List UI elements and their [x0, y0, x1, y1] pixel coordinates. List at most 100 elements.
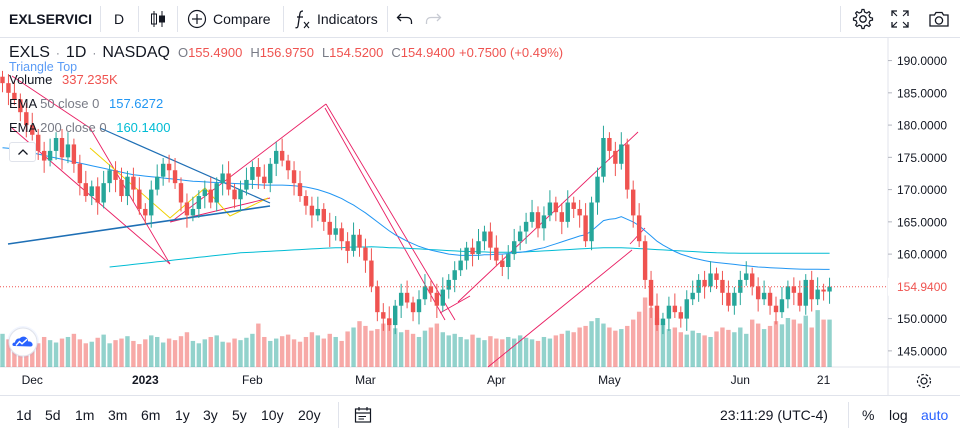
- volume-bar: [815, 310, 820, 367]
- volume-bar: [387, 318, 392, 367]
- toolbar-divider: [840, 6, 841, 32]
- candle-body: [761, 292, 767, 300]
- fullscreen-button[interactable]: [890, 0, 910, 38]
- range-10y[interactable]: 10y: [261, 407, 284, 423]
- volume-bar: [36, 343, 41, 367]
- range-20y[interactable]: 20y: [298, 407, 321, 423]
- volume-bar: [577, 327, 582, 367]
- volume-bar: [672, 327, 678, 367]
- volume-bar: [59, 338, 65, 367]
- volume-bar: [381, 323, 386, 367]
- candle-body: [827, 286, 832, 292]
- ema50-legend-row[interactable]: EMA 50 close 0 157.6272: [9, 96, 163, 111]
- candle-body: [428, 286, 434, 293]
- time-tick-label: Jun: [731, 373, 750, 387]
- range-3y[interactable]: 3y: [203, 407, 218, 423]
- time-tick-label: Dec: [22, 373, 43, 387]
- indicators-button[interactable]: Indicators: [294, 0, 378, 38]
- toolbar-divider: [387, 6, 388, 32]
- candle-body: [238, 189, 243, 200]
- candle-body: [71, 144, 77, 164]
- percent-scale-toggle[interactable]: %: [862, 407, 875, 423]
- snapshot-button[interactable]: [928, 0, 950, 38]
- volume-bar: [53, 342, 59, 367]
- candle-body: [577, 208, 582, 216]
- volume-bar: [565, 330, 570, 367]
- volume-bar: [654, 318, 660, 367]
- volume-bar: [821, 319, 826, 367]
- auto-scale-toggle[interactable]: auto: [921, 407, 949, 423]
- volume-bar: [809, 327, 814, 367]
- ema200-legend-row[interactable]: EMA 200 close 0 160.1400: [9, 120, 170, 135]
- candle-body: [458, 260, 463, 271]
- candle-body: [125, 176, 130, 197]
- cloud-logo-icon: [8, 327, 38, 357]
- candle-body: [101, 183, 106, 203]
- candle-body: [89, 186, 94, 197]
- tradingview-logo[interactable]: [7, 326, 39, 358]
- volume-bar: [595, 318, 600, 367]
- range-1d[interactable]: 1d: [16, 407, 32, 423]
- range-5y[interactable]: 5y: [232, 407, 247, 423]
- candle-body: [404, 292, 410, 303]
- range-1m[interactable]: 1m: [75, 407, 95, 423]
- range-1y[interactable]: 1y: [175, 407, 190, 423]
- candle-body: [755, 286, 761, 300]
- log-scale-toggle[interactable]: log: [889, 407, 908, 423]
- candle-body: [565, 202, 570, 222]
- candle-body: [744, 273, 749, 280]
- candle-body: [166, 163, 172, 171]
- candle-body: [541, 215, 547, 229]
- toolbar-divider: [100, 6, 101, 32]
- volume-bar: [363, 325, 368, 367]
- volume-bar: [160, 342, 166, 367]
- candle-body: [59, 137, 65, 158]
- channel-drawing-line: [11, 75, 91, 129]
- candle-body: [41, 150, 47, 161]
- volume-bar: [41, 336, 47, 367]
- chart-type-button[interactable]: [150, 0, 166, 38]
- timezone-clock[interactable]: 23:11:29 (UTC-4): [720, 407, 828, 423]
- volume-bar: [285, 334, 291, 367]
- range-6m[interactable]: 6m: [141, 407, 161, 423]
- volume-bar: [458, 336, 463, 367]
- candle-body: [720, 279, 725, 293]
- candle-body: [476, 241, 481, 255]
- triangle-pattern-outline: [89, 147, 269, 219]
- interval-button[interactable]: D: [114, 11, 125, 27]
- settings-button[interactable]: [852, 0, 874, 38]
- candle-body: [446, 279, 451, 290]
- pattern-label[interactable]: Triangle Top: [9, 60, 78, 74]
- legend-collapse-button[interactable]: [9, 142, 36, 162]
- volume-bar: [541, 336, 547, 367]
- volume-bar: [684, 334, 689, 367]
- time-tick-label: Apr: [487, 373, 506, 387]
- candle-body: [601, 137, 606, 177]
- symbol-search[interactable]: EXLSERVICI: [9, 11, 92, 27]
- volume-bar: [155, 336, 160, 367]
- volume-bar: [773, 321, 779, 367]
- compare-button[interactable]: Compare: [187, 0, 271, 38]
- volume-bar: [690, 330, 695, 367]
- candle-body: [315, 208, 321, 216]
- volume-legend-row[interactable]: Volume 337.235K: [9, 72, 118, 87]
- candle-body: [297, 183, 303, 197]
- volume-bar: [71, 333, 77, 367]
- channel-drawing-line: [439, 295, 471, 314]
- toolbar-divider: [283, 6, 284, 32]
- volume-bar: [738, 327, 743, 367]
- undo-button[interactable]: [396, 0, 414, 38]
- volume-bar: [101, 334, 106, 367]
- redo-button[interactable]: [424, 0, 442, 38]
- range-3m[interactable]: 3m: [108, 407, 128, 423]
- goto-date-button[interactable]: [354, 396, 372, 434]
- candle-body: [690, 292, 695, 300]
- series-legend-row[interactable]: EXLS · 1D · NASDAQ O 155.4900 H 156.9750 L…: [9, 44, 563, 66]
- candle-body: [678, 312, 683, 319]
- volume-bar: [416, 336, 422, 367]
- price-chart[interactable]: 190.0000 185.0000 180.0000 175.0000 170.0000…: [0, 38, 960, 395]
- candle-body: [65, 144, 71, 158]
- candle-body: [482, 231, 487, 242]
- volume-bar: [494, 338, 499, 367]
- range-5d[interactable]: 5d: [45, 407, 61, 423]
